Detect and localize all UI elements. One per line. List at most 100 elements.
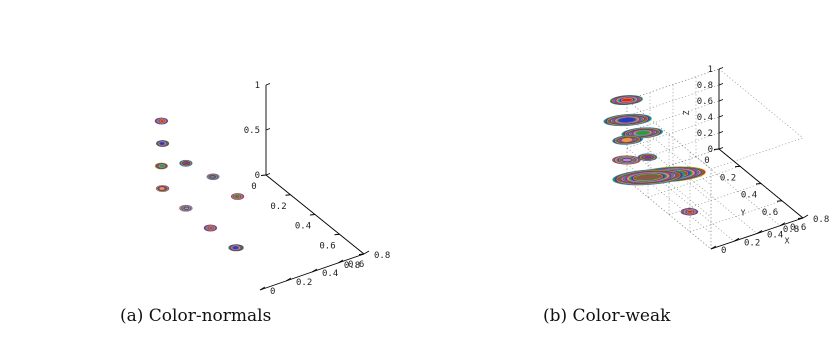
gridline xyxy=(649,172,735,242)
point-marker xyxy=(635,130,651,136)
z-tick xyxy=(718,99,724,102)
point-marker xyxy=(621,97,633,103)
z-tick-label: 1 xyxy=(255,81,260,91)
y-tick-label: 0.2 xyxy=(296,278,312,288)
z-tick xyxy=(265,173,271,176)
z-tick-label: 0.4 xyxy=(697,113,713,123)
data-point xyxy=(154,117,168,125)
z-tick-label: 0.5 xyxy=(244,126,260,136)
data-point xyxy=(621,127,664,139)
z-tick xyxy=(718,83,724,86)
point-marker xyxy=(234,194,240,199)
y-tick xyxy=(363,250,370,255)
y-tick-label: 0.4 xyxy=(767,231,783,241)
x-tick xyxy=(260,174,267,176)
z-tick-label: 0.8 xyxy=(697,81,713,91)
y-axis-label: X xyxy=(785,237,790,246)
y-tick xyxy=(756,230,763,234)
gridline xyxy=(689,200,783,233)
y-tick xyxy=(710,245,717,250)
z-tick xyxy=(718,67,724,70)
gridline xyxy=(626,132,720,165)
point-marker xyxy=(183,161,190,165)
y-tick-label: 0 xyxy=(270,287,275,297)
point-marker xyxy=(686,210,694,214)
y-tick-label: 0 xyxy=(721,246,726,256)
caption-color-normals: (a) Color-normals xyxy=(120,306,272,326)
x-tick-label: 0 xyxy=(251,182,256,192)
point-marker xyxy=(635,173,661,181)
x-axis-label: Y xyxy=(741,209,746,218)
chart-color-normals: 00.20.40.60.800.20.40.60.800.51 xyxy=(154,81,390,297)
x-tick-label: 0.8 xyxy=(344,261,360,271)
data-point xyxy=(154,162,168,170)
x-tick xyxy=(797,217,804,219)
data-point xyxy=(179,204,193,212)
y-tick xyxy=(285,277,292,282)
gridline xyxy=(626,84,720,117)
y-tick xyxy=(733,237,740,242)
data-point xyxy=(179,159,193,167)
x-tick-label: 0.4 xyxy=(295,222,311,232)
point-marker xyxy=(159,119,165,123)
chart-color-weak: 00.20.40.60.800.20.40.60.800.20.40.60.81… xyxy=(603,65,829,256)
point-marker xyxy=(644,155,652,159)
data-point xyxy=(206,173,220,181)
x-tick xyxy=(285,194,291,196)
y-tick-label: 0.2 xyxy=(744,238,760,248)
box-edge xyxy=(710,137,804,170)
data-point xyxy=(203,224,217,232)
gridline xyxy=(626,68,720,101)
y-tick-label: 0.8 xyxy=(813,215,829,225)
z-tick xyxy=(718,147,724,150)
point-marker xyxy=(208,226,214,230)
data-point xyxy=(612,135,643,145)
y-tick xyxy=(311,268,318,273)
z-tick xyxy=(718,131,724,134)
gridline xyxy=(695,156,781,226)
x-tick-label: 0.2 xyxy=(270,202,286,212)
z-tick xyxy=(265,128,271,131)
x-tick xyxy=(309,214,316,216)
y-tick-label: 0.6 xyxy=(348,260,364,270)
y-tick-label: 0.8 xyxy=(374,251,390,261)
data-point xyxy=(156,140,170,147)
z-tick-label: 0 xyxy=(255,171,260,181)
z-tick-label: 1 xyxy=(708,65,713,75)
z-tick-label: 0 xyxy=(708,145,713,155)
x-tick-label: 0.4 xyxy=(741,191,757,201)
y-tick-label: 0.6 xyxy=(790,223,806,233)
data-point xyxy=(680,208,699,216)
point-marker xyxy=(618,117,636,123)
gridline xyxy=(626,115,712,186)
data-point xyxy=(612,169,685,186)
z-tick xyxy=(718,115,724,118)
box-edge xyxy=(718,68,804,139)
gridline xyxy=(626,116,720,149)
point-marker xyxy=(232,246,239,250)
point-marker xyxy=(621,137,633,143)
x-tick xyxy=(334,233,340,236)
gridline xyxy=(668,183,762,215)
z-axis-label: Z xyxy=(682,110,691,115)
data-point xyxy=(156,185,170,192)
point-marker xyxy=(209,175,216,179)
z-tick xyxy=(265,83,271,86)
point-marker xyxy=(159,186,165,191)
x-tick-label: 0.6 xyxy=(762,208,778,218)
x-tick-label: 0.2 xyxy=(720,173,736,183)
y-tick xyxy=(802,214,809,219)
x-tick xyxy=(734,165,741,168)
point-marker xyxy=(621,158,633,162)
gridline xyxy=(626,179,712,250)
x-tick xyxy=(358,253,365,255)
y-tick xyxy=(259,286,266,291)
x-tick xyxy=(713,148,720,150)
y-tick-label: 0.4 xyxy=(322,269,338,279)
x-tick-label: 0.8 xyxy=(783,225,799,235)
x-tick-label: 0 xyxy=(704,156,709,166)
y-tick xyxy=(337,259,344,264)
point-marker xyxy=(159,164,165,168)
gridline xyxy=(647,165,741,198)
